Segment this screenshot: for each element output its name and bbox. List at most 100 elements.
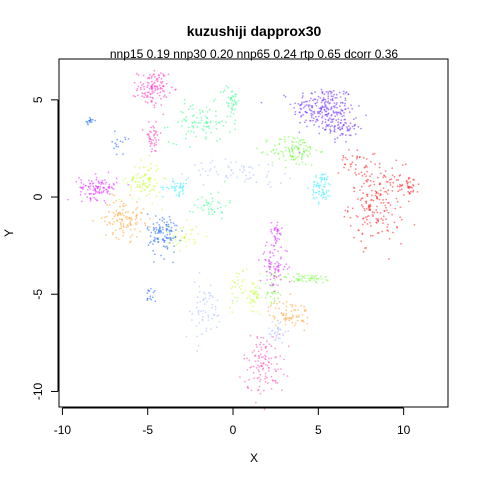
data-point — [336, 113, 339, 116]
data-point — [161, 216, 164, 219]
data-point — [142, 166, 145, 169]
data-point — [198, 322, 201, 324]
data-point — [136, 213, 138, 216]
data-point — [328, 90, 331, 93]
data-point — [146, 292, 149, 294]
data-point — [245, 268, 248, 270]
data-point — [324, 181, 327, 184]
data-point — [262, 356, 265, 358]
data-point — [86, 196, 88, 198]
data-point — [301, 161, 304, 164]
data-point — [179, 183, 182, 185]
data-point — [115, 145, 118, 148]
data-point — [364, 247, 366, 250]
data-point — [289, 177, 291, 180]
data-point — [101, 179, 104, 182]
data-point — [257, 388, 260, 391]
data-point — [104, 183, 107, 185]
data-point — [297, 142, 300, 144]
data-point — [355, 157, 358, 160]
data-point — [270, 244, 273, 246]
data-point — [166, 186, 168, 189]
data-point — [328, 117, 331, 119]
data-point — [379, 182, 381, 185]
data-point — [148, 178, 151, 181]
data-point — [363, 173, 366, 176]
data-point — [263, 389, 265, 392]
data-point — [197, 169, 200, 172]
data-point — [299, 111, 301, 114]
x-tick-label: 10 — [397, 423, 411, 437]
data-point — [260, 101, 263, 104]
data-point — [320, 181, 323, 183]
data-point — [370, 199, 372, 202]
data-point — [159, 132, 162, 135]
data-point — [391, 213, 393, 216]
data-point — [170, 86, 173, 89]
data-point — [298, 163, 300, 166]
data-point — [150, 80, 153, 83]
data-point — [266, 382, 269, 384]
data-point — [129, 236, 132, 239]
data-point — [147, 84, 149, 87]
data-point — [303, 329, 306, 332]
data-point — [107, 171, 110, 174]
data-point — [143, 88, 146, 90]
data-point — [376, 205, 378, 208]
data-point — [302, 92, 304, 95]
data-point — [254, 401, 257, 404]
data-point — [149, 287, 152, 290]
data-point — [113, 183, 115, 186]
data-point — [205, 311, 207, 314]
data-point — [121, 212, 124, 215]
data-point — [150, 101, 153, 103]
data-point — [324, 118, 327, 121]
data-point — [121, 218, 123, 221]
data-point — [172, 235, 175, 237]
data-point — [269, 304, 272, 307]
data-point — [93, 187, 95, 189]
data-point — [82, 183, 85, 186]
data-point — [223, 89, 226, 92]
data-point — [122, 208, 124, 211]
data-point — [175, 194, 178, 197]
data-point — [375, 209, 378, 211]
data-point — [299, 140, 301, 143]
data-point — [290, 280, 293, 282]
data-point — [150, 167, 152, 170]
data-point — [227, 86, 230, 89]
data-point — [403, 194, 405, 196]
data-point — [152, 139, 154, 141]
data-point — [249, 176, 252, 179]
data-point — [327, 182, 330, 185]
data-point — [256, 290, 258, 293]
data-point — [150, 131, 152, 134]
data-point — [318, 107, 321, 110]
data-point — [293, 137, 296, 140]
data-point — [201, 110, 204, 112]
data-point — [382, 215, 385, 218]
data-point — [304, 163, 307, 166]
data-point — [382, 199, 385, 201]
data-point — [216, 299, 219, 302]
data-point — [396, 185, 399, 188]
data-point — [268, 266, 271, 269]
data-point — [312, 190, 315, 192]
data-point — [264, 363, 267, 366]
data-point — [178, 186, 181, 189]
data-point — [277, 337, 280, 340]
data-point — [160, 97, 162, 100]
data-point — [154, 232, 157, 235]
data-point — [80, 187, 83, 190]
data-point — [229, 174, 232, 177]
data-point — [153, 289, 156, 292]
data-point — [277, 322, 280, 325]
data-point — [92, 219, 95, 222]
data-point — [232, 103, 235, 106]
data-point — [243, 169, 246, 172]
data-point — [300, 304, 302, 307]
data-point — [406, 184, 409, 187]
data-point — [316, 110, 319, 113]
data-point — [246, 297, 249, 300]
data-point — [204, 131, 207, 134]
